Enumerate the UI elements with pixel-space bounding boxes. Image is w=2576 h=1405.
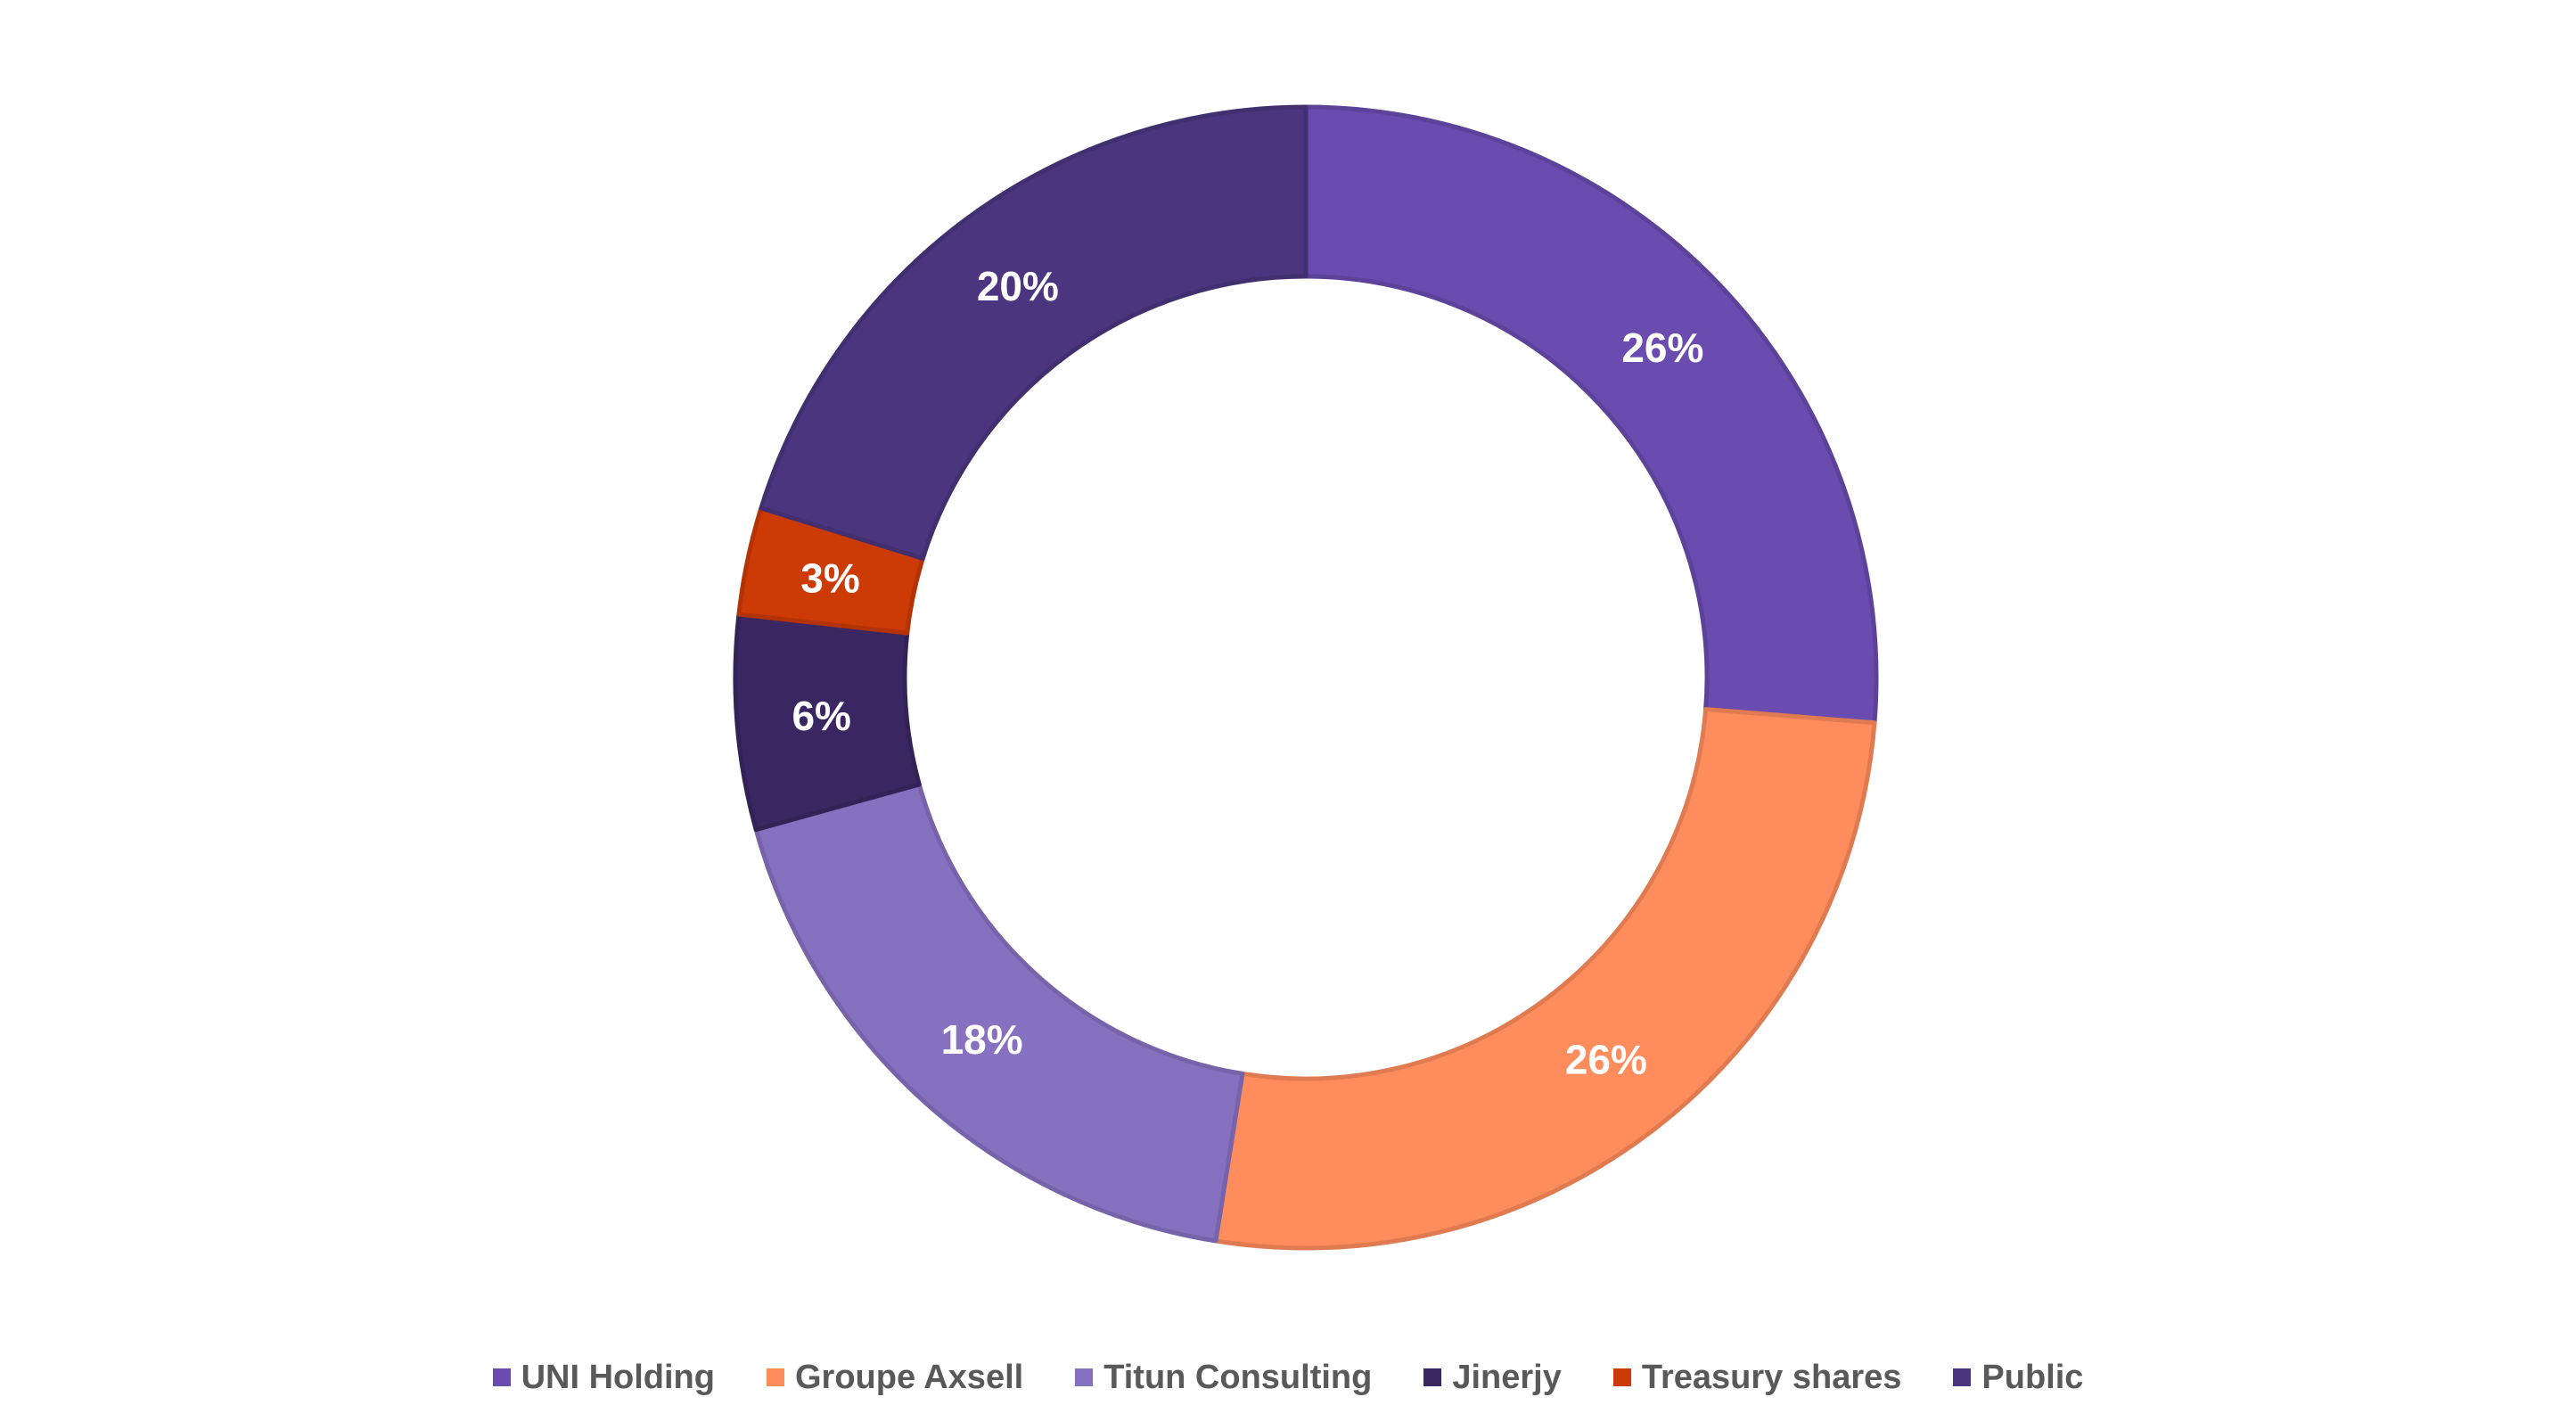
legend-swatch [1612, 1368, 1631, 1386]
legend-item-public[interactable]: Public [1953, 1359, 2083, 1397]
chart-legend: UNI Holding Groupe Axsell Titun Consulti… [0, 1355, 2576, 1400]
legend-item-treasury-shares[interactable]: Treasury shares [1612, 1358, 1902, 1397]
slice-public[interactable] [759, 104, 1309, 561]
data-label-jinerjy: 6% [792, 693, 850, 739]
slices-layer [733, 104, 1879, 1251]
legend-label: Jinerjy [1452, 1358, 1562, 1396]
legend-swatch [766, 1368, 784, 1386]
legend-label: Groupe Axsell [794, 1358, 1024, 1396]
legend-swatch [1423, 1368, 1442, 1386]
legend-swatch [1075, 1368, 1094, 1386]
labels-layer: 26% 26% 18% 6% 3% 20% [792, 263, 1703, 1082]
slice-uni-holding[interactable] [1303, 104, 1879, 726]
legend-label: Treasury shares [1641, 1358, 1902, 1396]
legend-swatch [1953, 1368, 1972, 1386]
legend-label: Titun Consulting [1103, 1358, 1373, 1396]
data-label-public: 20% [977, 263, 1059, 309]
legend-item-uni-holding[interactable]: UNI Holding [492, 1358, 715, 1397]
data-label-uni-holding: 26% [1621, 325, 1703, 371]
donut-plot-area: 26% 26% 18% 6% 3% 20% [733, 104, 1879, 1251]
slice-titun-consulting[interactable] [753, 782, 1245, 1244]
data-label-titun-consulting: 18% [941, 1016, 1023, 1063]
slice-groupe-axsell[interactable] [1213, 707, 1877, 1251]
data-label-treasury-shares: 3% [800, 555, 859, 601]
legend-item-titun-consulting[interactable]: Titun Consulting [1075, 1359, 1372, 1397]
data-label-groupe-axsell: 26% [1565, 1036, 1647, 1082]
legend-label: UNI Holding [521, 1358, 715, 1396]
legend-swatch [492, 1368, 511, 1386]
legend-item-groupe-axsell[interactable]: Groupe Axsell [766, 1358, 1024, 1397]
legend-item-jinerjy[interactable]: Jinerjy [1423, 1359, 1562, 1397]
legend-label: Public [1981, 1358, 2084, 1396]
